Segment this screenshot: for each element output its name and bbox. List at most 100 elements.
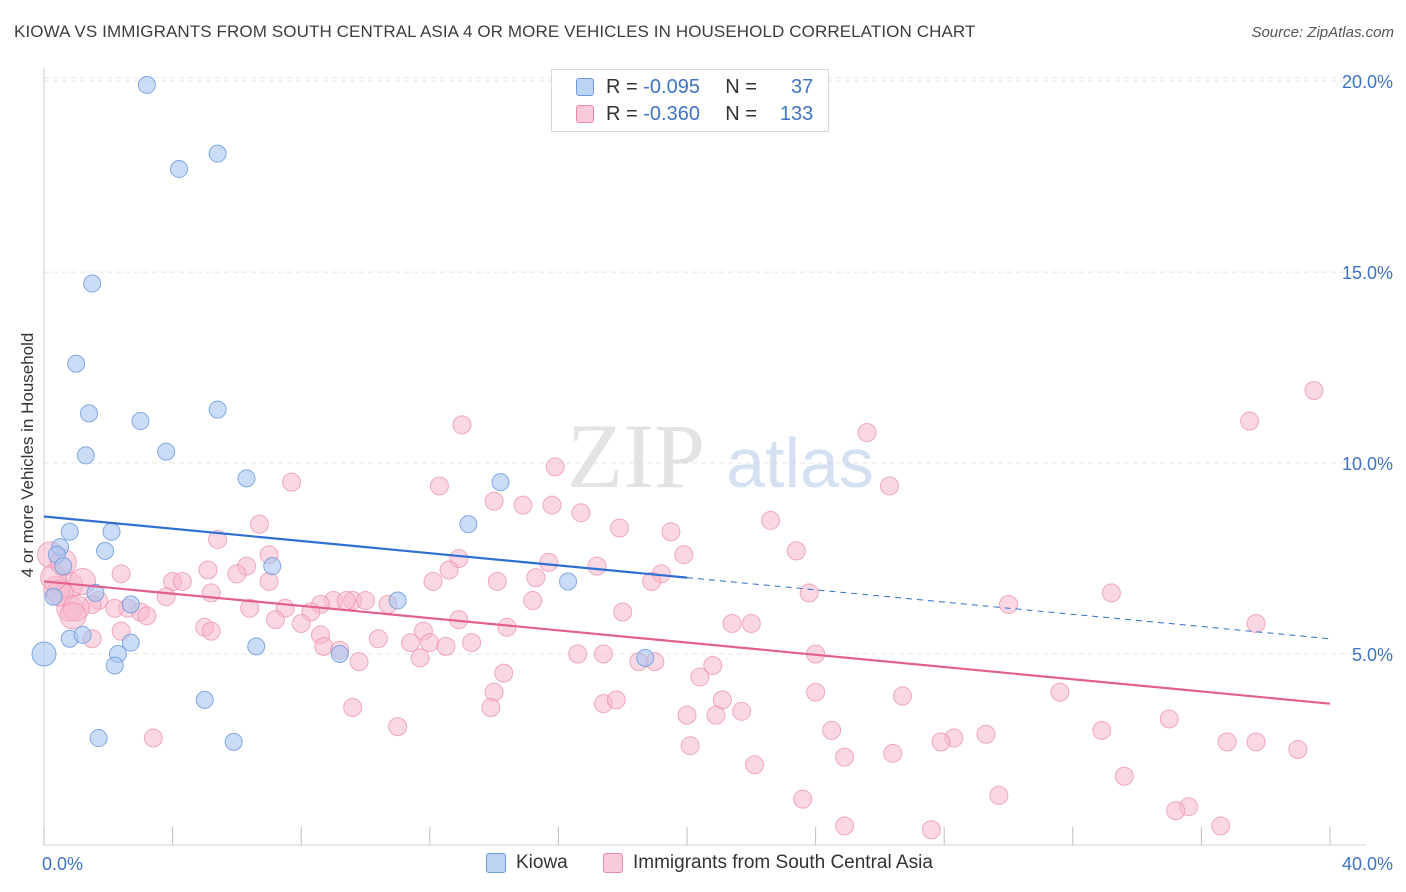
kiowa-point — [76, 446, 95, 465]
immigrants-point — [1240, 411, 1260, 431]
immigrants-point — [606, 690, 626, 710]
immigrants-point — [487, 571, 507, 591]
immigrants-point — [1304, 380, 1324, 400]
immigrants-swatch — [576, 105, 594, 123]
immigrants-point — [291, 613, 311, 633]
immigrants-point — [921, 820, 941, 840]
immigrants-point — [198, 560, 218, 580]
kiowa-swatch — [576, 78, 594, 96]
kiowa-point — [67, 354, 86, 373]
immigrants-point — [642, 571, 662, 591]
series-kiowa-points — [31, 75, 655, 751]
stats-legend: R = -0.095 N = 37 R = -0.360 N = 133 — [551, 69, 829, 132]
immigrants-point — [1101, 583, 1121, 603]
source-label: Source: ZipAtlas.com — [1251, 24, 1394, 41]
kiowa-point — [89, 729, 108, 748]
immigrants-point — [137, 606, 157, 626]
immigrants-point — [661, 522, 681, 542]
immigrants-point — [388, 717, 408, 737]
kiowa-point — [491, 473, 510, 492]
kiowa-point — [86, 583, 105, 602]
immigrants-swatch — [603, 853, 623, 873]
immigrants-point — [613, 602, 633, 622]
kiowa-point — [31, 641, 57, 667]
immigrants-point — [314, 636, 334, 656]
immigrants-point — [497, 617, 517, 637]
immigrants-point — [1159, 709, 1179, 729]
immigrants-point — [539, 552, 559, 572]
immigrants-trend-line — [43, 580, 1331, 705]
immigrants-point — [835, 747, 855, 767]
immigrants-point — [1114, 766, 1134, 786]
immigrants-point — [999, 594, 1018, 614]
y-tick-label: 10.0% — [1342, 454, 1393, 474]
kiowa-point — [54, 557, 73, 576]
immigrants-point — [172, 571, 192, 591]
kiowa-point — [131, 412, 150, 431]
immigrants-point — [368, 629, 388, 649]
immigrants-point — [703, 655, 723, 675]
x-tick-label: 0.0% — [42, 854, 83, 874]
kiowa-point — [195, 690, 214, 709]
kiowa-point — [73, 625, 92, 644]
legend-row-immigrants: R = -0.360 N = 133 — [576, 103, 813, 125]
immigrants-point — [343, 697, 363, 717]
chart-title: KIOWA VS IMMIGRANTS FROM SOUTH CENTRAL A… — [14, 22, 976, 41]
immigrants-point — [690, 667, 710, 687]
immigrants-point — [1092, 720, 1112, 740]
kiowa-point — [44, 587, 63, 606]
y-tick-label: 5.0% — [1352, 645, 1393, 665]
legend-r-value: -0.360 — [643, 102, 700, 125]
immigrants-point — [356, 591, 375, 611]
immigrants-point — [111, 564, 131, 584]
immigrants-point — [227, 564, 247, 584]
kiowa-point — [559, 572, 578, 591]
legend-r-label: R = — [606, 75, 638, 98]
immigrants-point — [568, 644, 588, 664]
kiowa-point — [170, 159, 189, 178]
kiowa-point — [80, 404, 99, 423]
immigrants-point — [1166, 801, 1186, 821]
legend-label-immigrants: Immigrants from South Central Asia — [633, 852, 933, 873]
immigrants-point — [677, 705, 697, 725]
immigrants-point — [732, 701, 752, 721]
immigrants-point — [571, 503, 591, 523]
immigrants-point — [349, 652, 369, 672]
kiowa-point — [636, 648, 655, 667]
kiowa-point — [96, 541, 115, 560]
kiowa-point — [459, 515, 478, 534]
kiowa-point — [208, 144, 227, 163]
immigrants-point — [282, 472, 302, 492]
immigrants-point — [822, 720, 842, 740]
immigrants-point — [249, 514, 269, 534]
immigrants-point — [793, 789, 813, 809]
immigrants-point — [883, 743, 903, 763]
immigrants-point — [259, 571, 279, 591]
immigrants-point — [201, 621, 221, 641]
immigrants-point — [722, 613, 742, 633]
immigrants-point — [423, 571, 443, 591]
immigrants-point — [240, 598, 260, 618]
kiowa-point — [105, 656, 124, 675]
immigrants-point — [401, 633, 421, 653]
legend-item-immigrants[interactable]: Immigrants from South Central Asia — [603, 852, 933, 874]
y-tick-label: 15.0% — [1342, 263, 1393, 283]
kiowa-swatch — [486, 853, 506, 873]
immigrants-point — [429, 476, 449, 496]
immigrants-point — [989, 785, 1009, 805]
immigrants-point — [593, 644, 613, 664]
immigrants-point — [1246, 613, 1266, 633]
kiowa-point — [157, 442, 176, 461]
legend-n-value: 37 — [791, 75, 814, 98]
legend-n-label: N = — [725, 75, 757, 98]
immigrants-point — [143, 728, 163, 748]
legend-row-kiowa: R = -0.095 N = 37 — [576, 76, 813, 98]
immigrants-point — [1217, 732, 1237, 752]
immigrants-point — [857, 422, 877, 442]
immigrants-point — [741, 613, 761, 633]
kiowa-point — [60, 522, 79, 541]
immigrants-point — [587, 556, 607, 576]
legend-item-kiowa[interactable]: Kiowa — [486, 852, 568, 874]
kiowa-point — [121, 595, 140, 614]
